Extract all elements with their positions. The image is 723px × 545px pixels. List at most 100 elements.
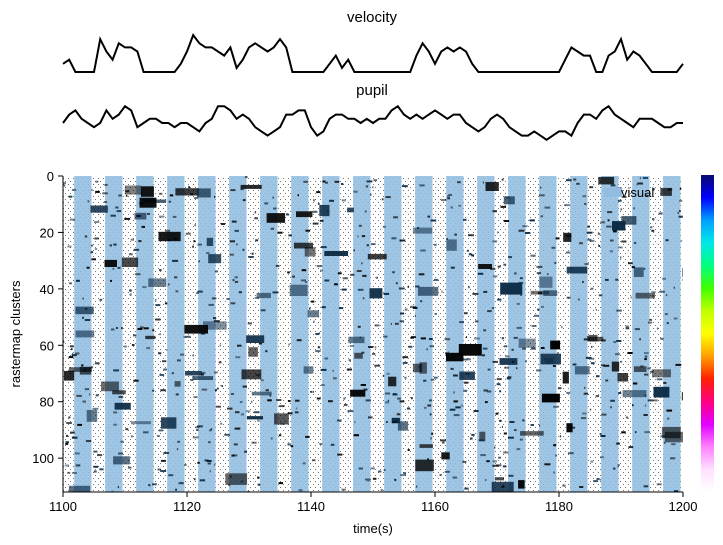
activity-mark [250, 400, 253, 403]
activity-mark [362, 274, 367, 277]
activity-mark [71, 188, 77, 191]
activity-mark [112, 390, 126, 395]
activity-mark [642, 177, 648, 179]
activity-mark [116, 210, 122, 213]
activity-mark [453, 391, 455, 394]
activity-mark [66, 422, 72, 424]
activity-mark [449, 408, 456, 411]
activity-mark [504, 366, 510, 369]
activity-mark [397, 421, 409, 431]
activity-mark [500, 282, 523, 295]
activity-mark [305, 229, 311, 232]
activity-mark [319, 204, 330, 217]
activity-mark [74, 452, 80, 455]
activity-mark [385, 392, 391, 395]
activity-mark [419, 184, 425, 187]
activity-mark [241, 369, 262, 380]
activity-mark [508, 474, 514, 477]
activity-mark [652, 218, 655, 221]
activity-mark [278, 482, 283, 485]
activity-mark [246, 416, 263, 420]
activity-mark [634, 431, 637, 434]
activity-mark [667, 188, 673, 191]
activity-mark [610, 406, 612, 409]
activity-mark [110, 214, 116, 217]
activity-mark [656, 378, 663, 381]
activity-mark [67, 245, 72, 248]
activity-mark [664, 431, 683, 443]
activity-mark [494, 446, 496, 449]
activity-mark [192, 245, 194, 248]
activity-mark [598, 176, 615, 185]
activity-mark [633, 382, 638, 385]
activity-mark [116, 327, 118, 329]
activity-mark [264, 202, 269, 205]
activity-mark [104, 259, 117, 267]
activity-mark [519, 277, 523, 280]
activity-mark [499, 358, 518, 365]
activity-mark [543, 358, 546, 361]
activity-mark [522, 419, 525, 422]
activity-mark [164, 302, 168, 305]
activity-mark [617, 464, 620, 467]
activity-mark [274, 413, 289, 425]
activity-mark [272, 291, 279, 294]
activity-mark [164, 229, 170, 232]
activity-mark [582, 281, 584, 283]
visual-band-15 [539, 176, 557, 492]
activity-mark [529, 219, 535, 222]
activity-mark [65, 441, 69, 444]
activity-mark [607, 211, 613, 214]
activity-mark [498, 456, 501, 459]
activity-mark [662, 277, 666, 280]
activity-mark [134, 273, 141, 276]
activity-mark [334, 180, 340, 183]
activity-mark [160, 389, 166, 392]
activity-mark [577, 298, 580, 301]
activity-mark [287, 400, 291, 402]
activity-mark [118, 194, 122, 197]
activity-mark [371, 186, 374, 189]
activity-mark [486, 460, 490, 463]
activity-mark [380, 489, 383, 492]
activity-mark [664, 441, 666, 444]
activity-mark [439, 473, 442, 476]
activity-mark [590, 460, 594, 463]
activity-mark [370, 243, 376, 246]
activity-mark [531, 347, 536, 350]
activity-mark [270, 227, 275, 230]
activity-mark [208, 254, 222, 264]
activity-mark [658, 212, 663, 215]
activity-mark [159, 192, 163, 195]
activity-mark [428, 338, 433, 340]
activity-mark [278, 434, 282, 437]
activity-mark [410, 305, 416, 308]
activity-mark [218, 361, 222, 364]
activity-mark [71, 348, 73, 351]
activity-mark [68, 416, 71, 419]
activity-mark [199, 479, 206, 482]
activity-mark [214, 195, 216, 198]
activity-mark [277, 231, 283, 234]
activity-mark [394, 478, 397, 481]
activity-mark [172, 259, 179, 262]
activity-mark [139, 202, 144, 205]
activity-mark [566, 251, 571, 254]
activity-mark [464, 487, 469, 490]
activity-mark [115, 206, 119, 209]
activity-mark [198, 260, 200, 263]
activity-mark [482, 181, 484, 184]
activity-mark [466, 249, 469, 252]
activity-mark [313, 320, 315, 323]
x-tick-label: 1120 [173, 499, 201, 514]
activity-mark [129, 289, 132, 292]
activity-mark [71, 354, 77, 357]
activity-mark [492, 210, 497, 213]
activity-mark [589, 239, 595, 242]
activity-mark [353, 190, 358, 193]
activity-mark [399, 400, 405, 403]
activity-mark [81, 364, 84, 367]
activity-mark [286, 213, 290, 216]
activity-mark [463, 218, 467, 221]
activity-mark [598, 245, 601, 247]
